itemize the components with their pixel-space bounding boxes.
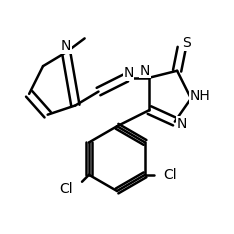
Text: N: N — [123, 66, 134, 80]
Text: Cl: Cl — [59, 182, 73, 196]
Text: N: N — [139, 64, 150, 78]
Text: S: S — [182, 36, 191, 50]
Text: Cl: Cl — [164, 168, 177, 182]
Text: NH: NH — [190, 89, 211, 103]
Text: N: N — [177, 117, 187, 131]
Text: N: N — [61, 40, 71, 54]
